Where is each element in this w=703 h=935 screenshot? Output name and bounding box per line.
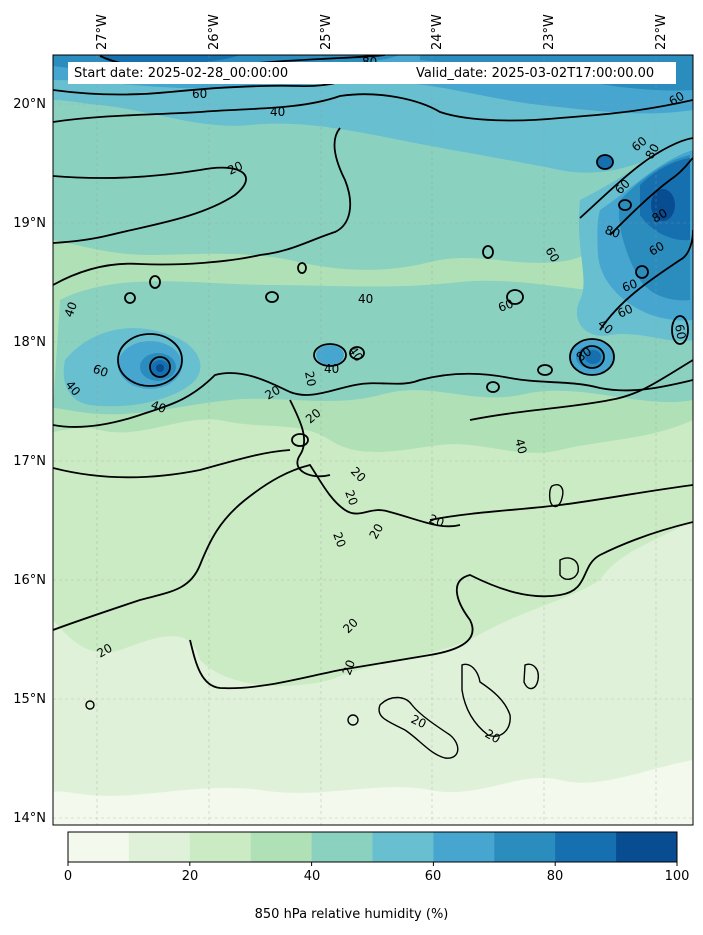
lat-tick-18n: 18°N [13,335,46,350]
valid-date-label: Valid_date: 2025-03-02T17:00:00.00 [416,66,655,81]
island-santiago [378,696,459,759]
contour-label: 20 [263,383,283,403]
lat-tick-16n: 16°N [13,573,46,588]
contour-label: 40 [324,362,339,376]
contour-label: 80 [642,141,662,161]
header-box [68,62,676,84]
lat-tick-17n: 17°N [13,454,46,469]
contour-40-band-south [53,372,693,428]
contour-label: 20 [409,712,429,731]
colorbar-title: 850 hPa relative humidity (%) [254,907,449,922]
contour-label: 40 [512,437,529,455]
map-frame [52,54,694,826]
contour-20-southeast [189,521,693,690]
contour-label: 20 [340,658,358,677]
colorbar-tick-label: 60 [424,869,442,884]
colorbar-swatch [128,832,191,862]
island-santo-antao [548,484,564,508]
colorbar-swatch [68,832,130,862]
lat-tick-15n: 15°N [13,692,46,707]
colorbar-swatch [189,832,252,862]
contour-40-east-cells [599,229,693,331]
contour-label: 60 [615,302,635,321]
contour-label: 20 [427,512,446,530]
contour-20-mid-west [53,449,291,479]
contour-label: 80 [650,206,670,226]
contour-20-south [53,463,461,631]
contour-40-north [53,93,693,123]
contour-40-band-north [53,127,352,286]
start-date-label: Start date: 2025-02-28_00:00:00 [74,66,289,81]
contour-20-mid-east [429,484,693,521]
contour-label: 80 [603,223,622,241]
colorbar-tick-label: 0 [63,869,73,884]
graticule [53,55,693,825]
contour-label: 60 [91,362,110,380]
contour-20-north [53,166,247,244]
colorbar-outline [67,831,678,863]
contour-label: 20 [366,521,386,541]
island-boa-vista [461,663,511,737]
contour-label: 20 [302,370,318,387]
contour-60-west-cell [117,333,183,387]
contour-60-center-cell [313,343,347,367]
colorbar-tick-label: 40 [303,869,321,884]
contour-label: 60 [620,276,639,294]
lat-tick-20n: 20°N [13,97,46,112]
colorbar-swatch [616,832,678,862]
colorbar-ticks [67,862,678,866]
colorbar-swatch [494,832,556,862]
colorbar [67,831,678,866]
contour-label: 20 [95,641,115,661]
colorbar-swatch [250,832,313,862]
island-fogo [347,714,359,726]
colorbar-tick-label: 80 [546,869,564,884]
contour-label: 40 [149,398,168,416]
colorbar-swatch [555,832,617,862]
contour-60-east-cell [569,338,615,376]
contour-label: 40 [62,300,80,319]
lat-tick-14n: 14°N [13,811,46,826]
colorbar-swatch [433,832,495,862]
colorbar-tick-label: 20 [181,869,199,884]
humidity-field [53,55,693,825]
island-sao-vicente [559,557,579,580]
contour-label: 60 [192,87,207,101]
colorbar-swatches [68,832,678,862]
island-sal [523,663,540,690]
contour-label: 60 [496,296,515,314]
contour-label: 60 [667,89,687,109]
contour-label: 40 [358,292,373,306]
island-coastlines [85,484,579,759]
colorbar-swatch [372,832,434,862]
colorbar-tick-label: 100 [664,869,690,884]
contour-80-northeast [609,157,693,236]
contour-label: 20 [330,530,348,549]
contour-60-northeast [579,137,693,219]
contour-40-east [469,359,693,421]
colorbar-swatch [311,832,373,862]
contour-label: 20 [342,488,360,507]
contour-label: 60 [542,245,562,265]
contour-label: 60 [672,323,688,340]
island-brava [85,700,95,710]
lat-tick-19n: 19°N [13,216,46,231]
contour-40-center [289,399,331,478]
contour-label: 40 [270,105,285,119]
contour-80-east-cell [579,345,605,369]
contour-label: 60 [647,239,667,259]
contour-label: 20 [225,159,245,178]
contour-80-west-cell [149,356,171,378]
contour-label: 20 [483,726,503,746]
